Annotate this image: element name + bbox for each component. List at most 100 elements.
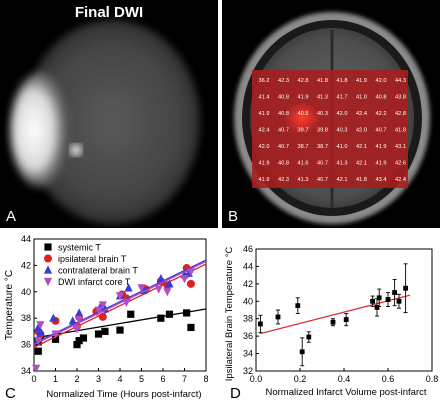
grid-cell-value: 41.6 bbox=[298, 161, 309, 167]
x-tick-label: 8 bbox=[203, 374, 208, 384]
grid-cell-value: 41.3 bbox=[298, 177, 309, 183]
y-tick-label: 36 bbox=[21, 340, 31, 350]
grid-cell-value: 40.7 bbox=[317, 177, 328, 183]
data-point-systemic bbox=[183, 309, 191, 317]
x-tick-label: 2 bbox=[74, 374, 79, 384]
grid-cell-value: 42.4 bbox=[259, 128, 270, 134]
grid-cell-value: 41.3 bbox=[337, 161, 348, 167]
data-point bbox=[385, 297, 391, 302]
data-point-ipsilateral bbox=[186, 279, 195, 288]
y-tick-label: 38 bbox=[21, 313, 31, 323]
data-point-core bbox=[154, 285, 163, 294]
data-point-systemic bbox=[101, 327, 109, 335]
grid-cell-value: 41.9 bbox=[259, 111, 270, 117]
grid-cell-value: 42.3 bbox=[278, 78, 289, 84]
panel-b-thermometry-image: 36.2 42.3 42.8 41.8 41.8 41.9 42.0 44.3 41.4 40.8… bbox=[222, 0, 440, 228]
grid-cell-value: 40.8 bbox=[376, 95, 387, 101]
data-point-core bbox=[137, 284, 146, 293]
series-core bbox=[32, 260, 207, 373]
panel-a-label: A bbox=[6, 208, 17, 225]
data-point bbox=[376, 295, 382, 301]
y-tick-label: 44 bbox=[21, 234, 31, 244]
data-point-systemic bbox=[157, 314, 165, 322]
dwi-brain-image bbox=[0, 0, 218, 228]
grid-cell-value: 40.3 bbox=[317, 111, 328, 117]
grid-cell-value: 36.2 bbox=[259, 78, 270, 84]
grid-cell-value: 42.4 bbox=[395, 177, 406, 183]
x-tick-label: 0 bbox=[31, 374, 36, 384]
grid-cell-value: 40.7 bbox=[376, 128, 387, 134]
fit-line-core bbox=[33, 260, 207, 346]
data-point-systemic bbox=[73, 341, 81, 349]
x-axis-label: Normalized Infarct Volume post-infarct bbox=[265, 387, 426, 398]
data-point bbox=[306, 334, 312, 340]
grid-cell-value: 39.8 bbox=[317, 128, 328, 134]
grid-cell-value: 40.3 bbox=[337, 128, 348, 134]
x-tick-label: 0.0 bbox=[250, 374, 263, 384]
data-point-core bbox=[94, 306, 103, 315]
grid-cell-value: 44.3 bbox=[395, 78, 406, 84]
grid-cell-value: 41.9 bbox=[376, 144, 387, 150]
legend-marker-ipsilateral bbox=[44, 254, 52, 263]
chart-d-svg: 0.0 0.2 0.4 0.6 0.8 32 34 36 38 40 42 44 46 Normalize… bbox=[224, 244, 438, 398]
grid-cell-value: 41.4 bbox=[259, 95, 270, 101]
grid-cell-value: 42.1 bbox=[356, 161, 367, 167]
panel-d-label: D bbox=[230, 385, 241, 402]
data-point-core bbox=[32, 364, 41, 373]
y-axis-label: Temperature °C bbox=[4, 270, 15, 340]
grid-cell-value: 42.4 bbox=[356, 111, 367, 117]
fit-line-ipsilateral bbox=[33, 263, 207, 348]
y-tick-label: 36 bbox=[243, 331, 253, 341]
grid-cell-value: 40.7 bbox=[317, 161, 328, 167]
y-tick-label: 38 bbox=[243, 314, 253, 324]
grid-cell-value: 40.8 bbox=[278, 161, 289, 167]
grid-cell-value: 41.8 bbox=[356, 177, 367, 183]
data-point-core bbox=[163, 288, 172, 297]
data-point bbox=[343, 317, 349, 322]
data-point bbox=[258, 321, 263, 327]
data-point-core bbox=[122, 298, 131, 307]
grid-cell-value: 41.8 bbox=[395, 128, 406, 134]
panel-d-volume-chart: 0.0 0.2 0.4 0.6 0.8 32 34 36 38 40 42 44 46 Normalize… bbox=[220, 231, 440, 405]
grid-cell-value: 40.7 bbox=[278, 128, 289, 134]
x-tick-label: 3 bbox=[96, 374, 101, 384]
data-point-contralateral bbox=[49, 313, 58, 322]
y-tick-label: 42 bbox=[243, 279, 253, 289]
fit-line-contralateral bbox=[33, 259, 207, 344]
data-point bbox=[396, 298, 402, 304]
grid-cell-value: 42.1 bbox=[356, 144, 367, 150]
x-tick-label: 0.6 bbox=[382, 374, 395, 384]
data-point bbox=[299, 349, 305, 355]
grid-cell-value: 40.8 bbox=[278, 111, 289, 117]
y-tick-label: 40 bbox=[243, 296, 253, 306]
grid-cell-value: 42.3 bbox=[278, 177, 289, 183]
grid-cell-value: 38.7 bbox=[298, 144, 309, 150]
grid-cell-value: 42.1 bbox=[337, 177, 348, 183]
data-point-core bbox=[36, 321, 45, 330]
x-tick-label: 0.2 bbox=[294, 374, 307, 384]
data-point bbox=[392, 290, 397, 295]
x-tick-label: 4 bbox=[117, 374, 122, 384]
data-point-core bbox=[75, 315, 84, 325]
grid-cell-value: 42.8 bbox=[298, 78, 309, 84]
data-point-systemic bbox=[34, 347, 42, 355]
x-tick-label: 0.4 bbox=[338, 374, 351, 384]
grid-cell-value: 41.9 bbox=[259, 161, 270, 167]
y-tick-label: 44 bbox=[243, 261, 253, 271]
data-point-systemic bbox=[116, 326, 124, 334]
legend-marker-contralateral bbox=[43, 265, 53, 274]
grid-cell-value: 42.0 bbox=[337, 111, 348, 117]
temperature-grid: 36.2 42.3 42.8 41.8 41.8 41.9 42.0 44.3 41.4 40.8… bbox=[259, 78, 406, 183]
data-point-core bbox=[115, 292, 125, 301]
y-tick-label: 46 bbox=[243, 244, 253, 254]
data-point bbox=[370, 298, 375, 304]
data-point-core bbox=[98, 301, 107, 310]
grid-cell-value: 38.7 bbox=[317, 144, 328, 150]
legend-label-systemic: systemic T bbox=[58, 243, 101, 253]
data-point-contralateral bbox=[124, 283, 133, 292]
data-point-systemic bbox=[79, 334, 88, 342]
data-point-contralateral bbox=[100, 304, 110, 313]
grid-cell-value: 39.7 bbox=[298, 128, 309, 134]
y-tick-label: 32 bbox=[243, 366, 253, 376]
y-axis-label: Ipsilateral Brain Temperature °C bbox=[224, 247, 235, 382]
